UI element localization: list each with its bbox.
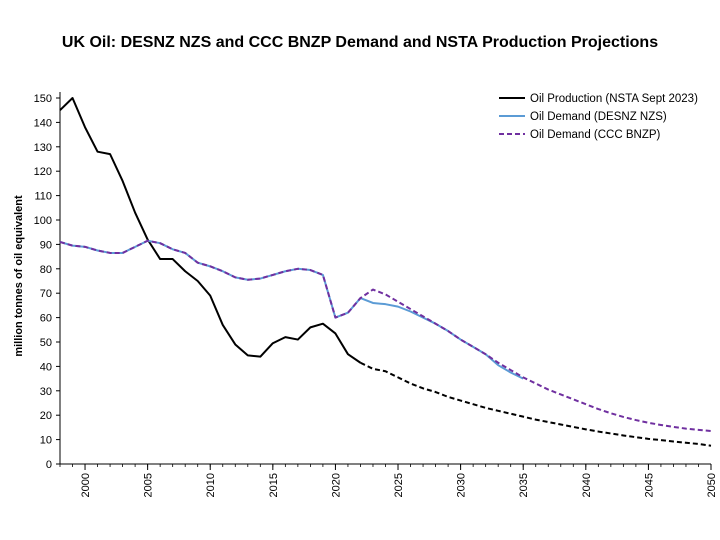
y-tick-label: 80 bbox=[40, 264, 52, 276]
x-tick-label: 2035 bbox=[518, 473, 530, 497]
series-group bbox=[59, 97, 712, 447]
y-tick-label: 60 bbox=[40, 313, 52, 325]
x-tick-label: 2020 bbox=[330, 473, 342, 497]
axes: 0102030405060708090100110120130140150200… bbox=[34, 92, 718, 497]
x-tick-label: 2050 bbox=[706, 473, 718, 497]
x-tick-label: 2025 bbox=[393, 473, 405, 497]
y-tick-label: 10 bbox=[40, 435, 52, 447]
x-tick-label: 2045 bbox=[643, 473, 655, 497]
y-tick-label: 120 bbox=[34, 166, 52, 178]
y-tick-label: 50 bbox=[40, 337, 52, 349]
legend-label: Oil Demand (CCC BNZP) bbox=[530, 129, 661, 141]
legend-label: Oil Demand (DESNZ NZS) bbox=[530, 111, 667, 123]
chart-title: UK Oil: DESNZ NZS and CCC BNZP Demand an… bbox=[61, 34, 659, 51]
y-tick-label: 30 bbox=[40, 386, 52, 398]
y-tick-label: 40 bbox=[40, 361, 52, 373]
series-line-0 bbox=[59, 97, 362, 364]
x-tick-label: 2005 bbox=[143, 473, 155, 497]
x-tick-label: 2040 bbox=[581, 473, 593, 497]
series-line-2 bbox=[59, 239, 524, 380]
x-tick-label: 2000 bbox=[80, 473, 92, 497]
x-tick-label: 2015 bbox=[268, 473, 280, 497]
legend-label: Oil Production (NSTA Sept 2023) bbox=[530, 93, 698, 105]
y-tick-label: 70 bbox=[40, 288, 52, 300]
series-line-1 bbox=[360, 361, 712, 447]
y-tick-label: 130 bbox=[34, 142, 52, 154]
y-tick-label: 0 bbox=[46, 459, 52, 471]
y-axis-label: million tonnes of oil equivalent bbox=[13, 195, 25, 357]
y-tick-label: 150 bbox=[34, 93, 52, 105]
y-tick-label: 110 bbox=[34, 191, 52, 203]
legend: Oil Production (NSTA Sept 2023) Oil Deman… bbox=[499, 93, 698, 141]
y-tick-label: 90 bbox=[40, 239, 52, 251]
series-line-3 bbox=[59, 239, 712, 433]
x-tick-label: 2030 bbox=[456, 473, 468, 497]
y-tick-label: 100 bbox=[34, 215, 52, 227]
x-tick-label: 2010 bbox=[205, 473, 217, 497]
y-tick-label: 20 bbox=[40, 410, 52, 422]
y-tick-label: 140 bbox=[34, 117, 52, 129]
